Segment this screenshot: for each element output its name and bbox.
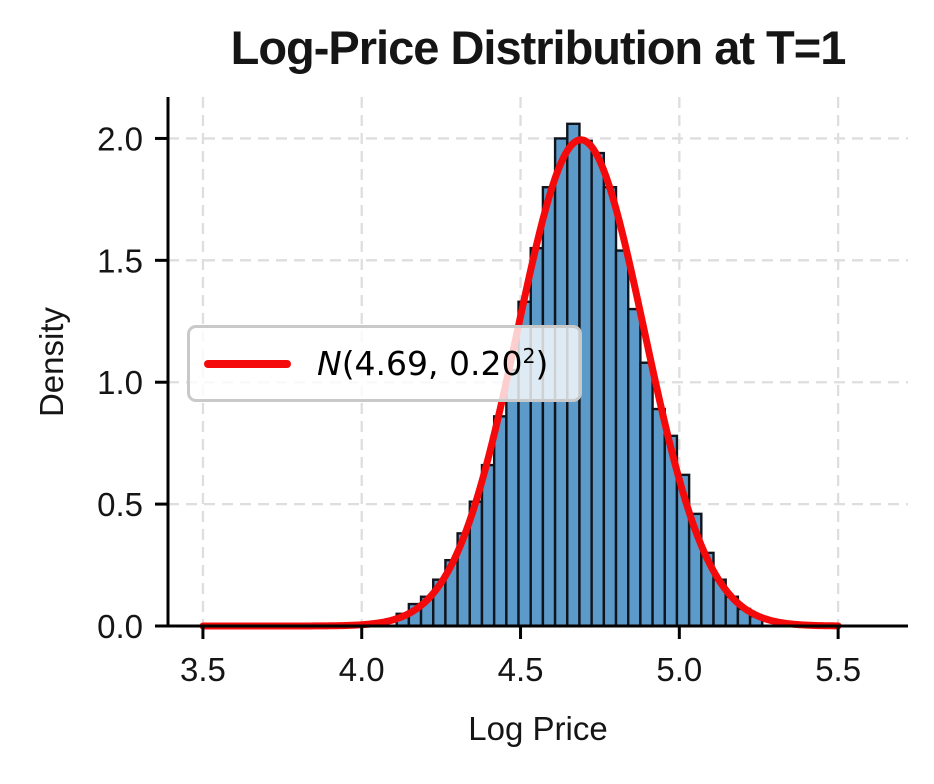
histogram-bar bbox=[651, 407, 666, 628]
chart-title: Log-Price Distribution at T=1 bbox=[230, 21, 847, 74]
histogram-bar bbox=[614, 249, 630, 628]
legend-label: N(4.69, 0.202) bbox=[317, 344, 548, 383]
legend-close-paren: ) bbox=[535, 344, 549, 383]
x-tick-label: 5.0 bbox=[656, 651, 702, 688]
legend-distribution-symbol: N bbox=[317, 344, 342, 383]
histogram-bar bbox=[639, 361, 654, 628]
legend-line-sample bbox=[204, 359, 291, 368]
x-tick-label: 4.5 bbox=[498, 651, 544, 688]
y-tick-label: 2.0 bbox=[97, 120, 143, 157]
y-tick-label: 0.0 bbox=[97, 608, 143, 645]
histogram-bar bbox=[590, 151, 606, 628]
legend-params: (4.69, 0.20 bbox=[341, 344, 523, 383]
histogram-bar bbox=[505, 368, 520, 628]
legend-exponent: 2 bbox=[522, 344, 536, 368]
histogram-bar bbox=[480, 463, 496, 628]
y-tick-label: 1.5 bbox=[97, 242, 143, 279]
histogram-bar bbox=[492, 415, 508, 628]
y-axis-label: Density bbox=[33, 306, 70, 418]
x-tick-label: 3.5 bbox=[180, 651, 226, 688]
y-tick-label: 1.0 bbox=[97, 364, 143, 401]
histogram-bar bbox=[602, 185, 618, 628]
x-tick-label: 4.0 bbox=[339, 651, 385, 688]
x-axis-label: Log Price bbox=[468, 710, 608, 747]
x-tick-label: 5.5 bbox=[815, 651, 861, 688]
histogram-bar bbox=[541, 185, 557, 628]
y-tick-label: 0.5 bbox=[97, 486, 143, 523]
histogram-bar bbox=[627, 307, 642, 628]
histogram-bar bbox=[529, 246, 545, 628]
legend: N(4.69, 0.202) bbox=[187, 325, 582, 402]
